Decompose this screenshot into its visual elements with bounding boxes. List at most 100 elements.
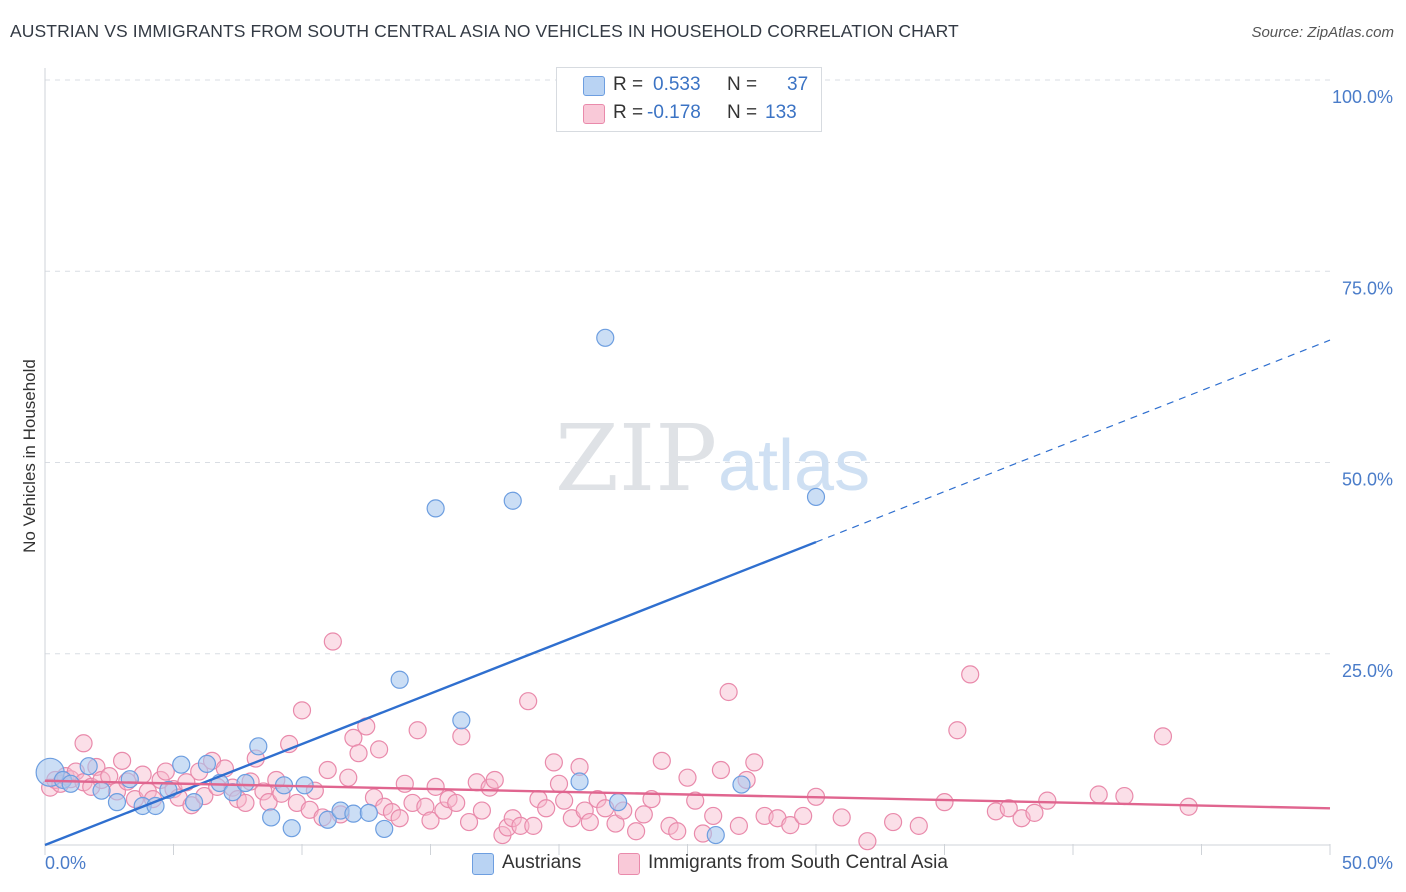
immigrants-point (935, 793, 954, 812)
chart-title: AUSTRIAN VS IMMIGRANTS FROM SOUTH CENTRA… (10, 21, 959, 41)
austrians-point (359, 803, 378, 822)
trend-lines (44, 339, 1331, 847)
immigrants-point (719, 682, 738, 702)
immigrants-point (524, 816, 543, 835)
immigrants-point (503, 809, 522, 828)
immigrants-point (555, 791, 574, 810)
immigrants-point (1089, 785, 1108, 804)
legend-r-value: 0.533 (653, 74, 701, 95)
immigrants-point (472, 801, 491, 820)
austrians-point (236, 773, 255, 793)
austrians-point (249, 737, 268, 756)
austrians-point (503, 491, 522, 510)
immigrants-point (421, 811, 440, 830)
legend-r-label: R = (613, 74, 644, 95)
immigrants-trend-line (44, 779, 1331, 810)
immigrants-point (1115, 786, 1134, 806)
austrians-point (282, 819, 301, 838)
x-tick-label: 50.0% (1342, 853, 1393, 873)
austrians-point (426, 499, 445, 518)
immigrants-point (459, 812, 479, 832)
immigrants-point (745, 753, 764, 772)
immigrants-point (883, 812, 903, 832)
immigrants-point (426, 777, 445, 796)
y-tick-label: 75.0% (1342, 278, 1393, 298)
immigrants-point (537, 799, 556, 818)
austrians-point (344, 804, 363, 823)
austrians-trend-extension (815, 339, 1331, 543)
stats-legend: R = 0.533 N = 37 R = -0.178 N = 133 (556, 67, 822, 132)
tick-labels: 100.0% 75.0% 50.0% 25.0% 0.0% 50.0% (45, 87, 1393, 873)
bottom-legend-label: Immigrants from South Central Asia (648, 852, 948, 873)
immigrants-point (447, 793, 466, 813)
austrians-point (806, 487, 826, 507)
x-tick-label: 0.0% (45, 853, 86, 873)
axes (44, 68, 1331, 855)
watermark-zip: ZIP (555, 405, 717, 512)
immigrants-point (112, 751, 132, 770)
immigrants-point (408, 721, 427, 740)
immigrants-point (588, 789, 607, 809)
watermark-atlas: atlas (718, 426, 870, 506)
austrians-point (107, 793, 127, 812)
immigrants-point (318, 760, 337, 780)
austrians-point (120, 770, 139, 789)
immigrants-point (1179, 797, 1198, 816)
immigrants-points (41, 632, 1198, 851)
legend-swatch-pink (583, 104, 605, 124)
source-credit: Source: ZipAtlas.com (1251, 24, 1394, 41)
austrians-point (262, 808, 281, 827)
bottom-legend-swatch-blue (472, 853, 494, 875)
bottom-legend-label: Austrians (502, 852, 582, 873)
immigrants-point (549, 774, 569, 793)
legend-n-label: N = (727, 102, 758, 123)
austrians-point (609, 793, 628, 812)
austrians-point (197, 754, 217, 774)
immigrants-point (634, 805, 653, 824)
immigrants-point (781, 816, 800, 835)
austrians-point (318, 810, 337, 829)
immigrants-point (652, 751, 671, 770)
immigrants-point (1038, 791, 1057, 810)
austrians-point (596, 328, 615, 347)
austrians-point (570, 772, 589, 791)
immigrants-point (832, 808, 851, 827)
austrians-point (172, 755, 191, 774)
immigrants-point (485, 770, 504, 790)
austrians-point (61, 774, 80, 793)
y-tick-label: 100.0% (1332, 87, 1393, 107)
immigrants-point (74, 734, 93, 753)
watermark: ZIP atlas (555, 405, 870, 512)
immigrants-point (858, 832, 877, 851)
immigrants-point (452, 727, 471, 746)
austrians-point (706, 825, 725, 845)
legend-r-value: -0.178 (647, 102, 701, 123)
austrians-point (92, 781, 111, 800)
immigrants-point (948, 721, 967, 740)
immigrants-point (794, 806, 813, 826)
immigrants-point (339, 768, 358, 787)
y-axis-label: No Vehicles in Household (20, 359, 39, 553)
immigrants-point (999, 799, 1018, 818)
legend-swatch-blue (583, 76, 605, 96)
immigrants-point (909, 816, 928, 835)
immigrants-point (236, 793, 255, 813)
legend-n-label: N = (727, 74, 758, 95)
austrians-point (184, 793, 204, 812)
immigrants-point (416, 797, 435, 816)
legend-r-label: R = (613, 102, 644, 123)
immigrants-point (704, 806, 723, 826)
austrians-point (452, 711, 471, 730)
austrians-point (79, 757, 98, 776)
immigrants-point (626, 822, 646, 841)
immigrants-point (711, 760, 731, 780)
immigrants-point (349, 744, 368, 763)
immigrants-point (292, 701, 312, 720)
immigrants-point (668, 822, 687, 841)
immigrants-point (961, 665, 980, 684)
austrians-point (375, 819, 394, 839)
immigrants-point (519, 692, 538, 711)
austrians-point (390, 670, 409, 689)
immigrants-point (686, 791, 705, 810)
